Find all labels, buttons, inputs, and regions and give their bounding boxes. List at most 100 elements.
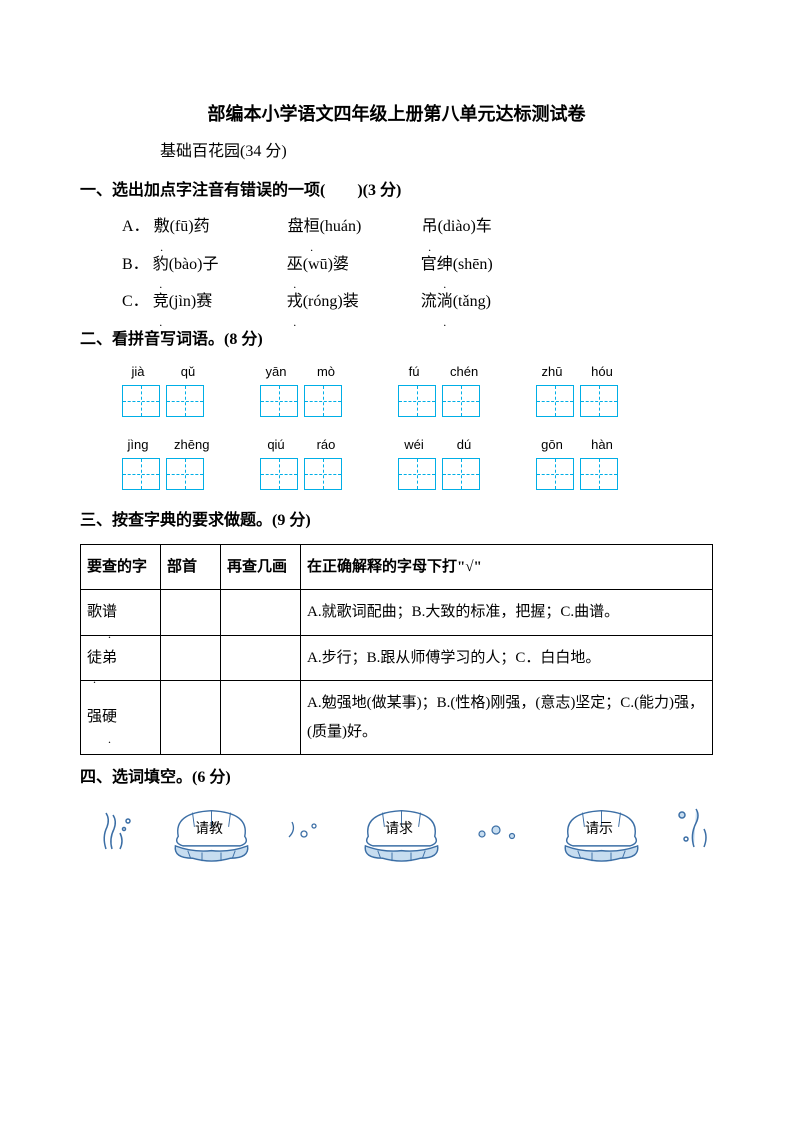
- a3-char: 吊: [422, 214, 438, 240]
- cell-radical[interactable]: [161, 681, 221, 755]
- th-radical: 部首: [161, 544, 221, 590]
- pinyin-row-1: jià qǔ yān mò fú chén zhū hóu: [122, 362, 713, 417]
- tian-box[interactable]: [442, 458, 480, 490]
- a3-post: (diào)车: [438, 218, 492, 235]
- tian-box[interactable]: [122, 385, 160, 417]
- pinyin-pair: zhū hóu: [536, 362, 618, 417]
- tian-box[interactable]: [260, 385, 298, 417]
- cell-def[interactable]: A.步行；B.跟从师傅学习的人；C．白白地。: [301, 635, 713, 681]
- tian-box[interactable]: [122, 458, 160, 490]
- q3-head: 三、按查字典的要求做题。(9 分): [80, 508, 713, 534]
- tian-box[interactable]: [442, 385, 480, 417]
- tian-box[interactable]: [166, 385, 204, 417]
- shell-label: 请求: [354, 819, 444, 841]
- b3-post: (shēn): [453, 256, 493, 273]
- pinyin-pair: yān mò: [260, 362, 342, 417]
- a1-post: (fū)药: [170, 218, 210, 235]
- pinyin-pair: jià qǔ: [122, 362, 204, 417]
- a2-pre: 盘: [288, 218, 304, 235]
- th-char: 要查的字: [81, 544, 161, 590]
- opt-a-label: A．: [122, 218, 150, 235]
- tian-box[interactable]: [398, 458, 436, 490]
- c3-post: (tǎng): [453, 293, 491, 310]
- c2-post: (róng)装: [303, 293, 359, 310]
- pinyin-pair: qiúráo: [260, 435, 342, 490]
- c1-post: (jìn)赛: [169, 293, 213, 310]
- tian-box[interactable]: [260, 458, 298, 490]
- w-char: 硬: [102, 703, 117, 732]
- tian-box[interactable]: [580, 385, 618, 417]
- shell-row: 请教 请求: [100, 803, 713, 861]
- pinyin-label: mò: [312, 362, 340, 383]
- seaweed-icon: [674, 807, 714, 861]
- cell-radical[interactable]: [161, 635, 221, 681]
- tian-box[interactable]: [304, 385, 342, 417]
- table-row: 歌谱 A.就歌词配曲；B.大致的标准，把握；C.曲谱。: [81, 590, 713, 636]
- pinyin-label: gōn: [538, 435, 566, 456]
- q1-option-a: A． 敷(fū)药 盘桓(huán) 吊(diào)车: [122, 214, 713, 240]
- cell-word: 徒弟: [81, 635, 161, 681]
- page-title: 部编本小学语文四年级上册第八单元达标测试卷: [80, 100, 713, 129]
- cell-def[interactable]: A.就歌词配曲；B.大致的标准，把握；C.曲谱。: [301, 590, 713, 636]
- pinyin-label: yān: [262, 362, 290, 383]
- pinyin-pair: fú chén: [398, 362, 480, 417]
- b3-char: 绅: [437, 252, 453, 278]
- w-pre: 歌: [87, 604, 102, 620]
- q4-head: 四、选词填空。(6 分): [80, 765, 713, 791]
- tian-box[interactable]: [166, 458, 204, 490]
- c2-char: 戎: [287, 289, 303, 315]
- w-char: 谱: [102, 598, 117, 627]
- q1-option-b: B． 豹(bào)子 巫(wū)婆 官绅(shēn): [122, 252, 713, 278]
- w-post: 弟: [102, 650, 117, 666]
- c1-char: 竞: [153, 289, 169, 315]
- b3-pre: 官: [421, 256, 437, 273]
- tian-box[interactable]: [398, 385, 436, 417]
- cell-word: 强硬: [81, 681, 161, 755]
- pinyin-label: fú: [400, 362, 428, 383]
- b1-char: 豹: [153, 252, 169, 278]
- cell-def[interactable]: A.勉强地(做某事)；B.(性格)刚强，(意志)坚定；C.(能力)强，(质量)好…: [301, 681, 713, 755]
- pinyin-pair: wéidú: [398, 435, 480, 490]
- cell-strokes[interactable]: [221, 590, 301, 636]
- w-char: 徒: [87, 644, 102, 673]
- pinyin-label: qǔ: [174, 362, 202, 383]
- b2-post: (wū)婆: [303, 256, 349, 273]
- shell-label: 请教: [164, 819, 254, 841]
- cell-strokes[interactable]: [221, 681, 301, 755]
- shell-word: 请教: [164, 803, 254, 861]
- tian-box[interactable]: [536, 385, 574, 417]
- a1-char: 敷: [154, 214, 170, 240]
- table-row: 强硬 A.勉强地(做某事)；B.(性格)刚强，(意志)坚定；C.(能力)强，(质…: [81, 681, 713, 755]
- cell-strokes[interactable]: [221, 635, 301, 681]
- pinyin-label: jià: [124, 362, 152, 383]
- pinyin-label: chén: [450, 362, 478, 383]
- shell-word: 请求: [354, 803, 444, 861]
- dict-table: 要查的字 部首 再查几画 在正确解释的字母下打"√" 歌谱 A.就歌词配曲；B.…: [80, 544, 713, 756]
- pinyin-label: zhū: [538, 362, 566, 383]
- cell-radical[interactable]: [161, 590, 221, 636]
- th-strokes: 再查几画: [221, 544, 301, 590]
- seaweed-icon: [100, 811, 134, 861]
- c3-pre: 流: [421, 293, 437, 310]
- bubble-icon: [474, 812, 524, 850]
- tian-box[interactable]: [580, 458, 618, 490]
- q1-option-c: C． 竞(jìn)赛 戎(róng)装 流淌(tǎng): [122, 289, 713, 315]
- w-pre: 强: [87, 709, 102, 725]
- pinyin-label: zhēng: [174, 435, 202, 456]
- pinyin-label: qiú: [262, 435, 290, 456]
- tian-box[interactable]: [304, 458, 342, 490]
- pinyin-row-2: jìng zhēng qiúráo wéidú gōnhàn: [122, 435, 713, 490]
- tian-box[interactable]: [536, 458, 574, 490]
- bubble-icon: [284, 812, 324, 850]
- opt-c-label: C．: [122, 293, 149, 310]
- b2-char: 巫: [287, 252, 303, 278]
- table-row: 徒弟 A.步行；B.跟从师傅学习的人；C．白白地。: [81, 635, 713, 681]
- pinyin-label: jìng: [124, 435, 152, 456]
- c3-char: 淌: [437, 289, 453, 315]
- pinyin-label: dú: [450, 435, 478, 456]
- shell-label: 请示: [554, 819, 644, 841]
- pinyin-pair: jìng zhēng: [122, 435, 204, 490]
- pinyin-grid: jià qǔ yān mò fú chén zhū hóu jìng zhēng qiúr…: [122, 362, 713, 490]
- pinyin-label: hóu: [588, 362, 616, 383]
- pinyin-pair: gōnhàn: [536, 435, 618, 490]
